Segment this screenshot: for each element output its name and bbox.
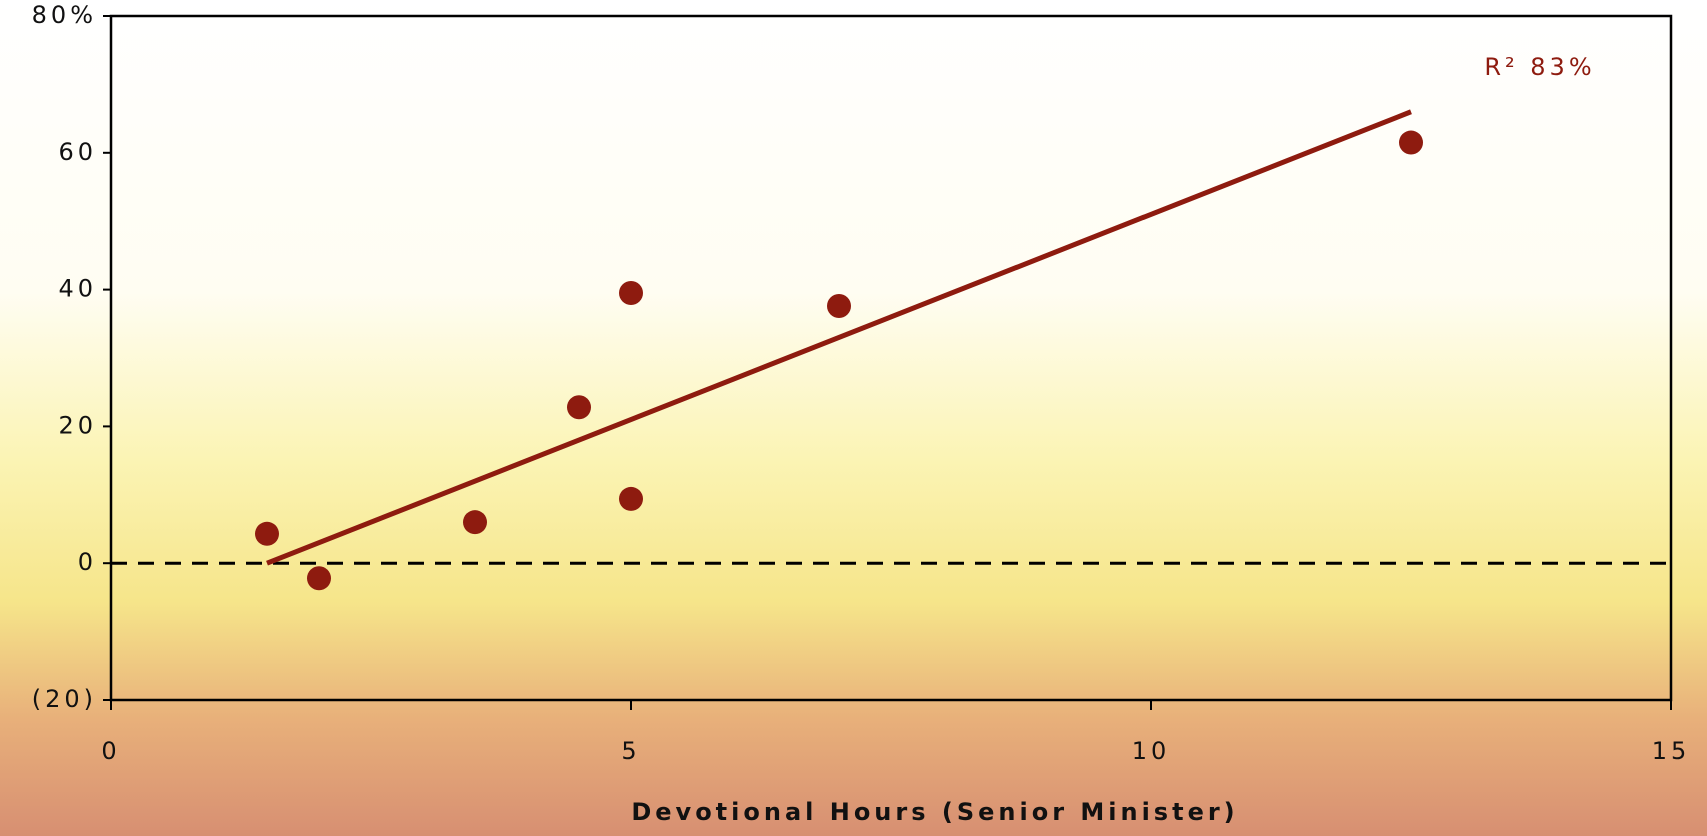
x-tick-label: 10 [1132,737,1171,765]
x-tick-label: 5 [621,737,640,765]
y-tick-label: 20 [58,411,97,439]
x-tick-label: 0 [101,737,120,765]
point [307,566,331,591]
y-tick-label: 80% [32,1,97,29]
plot-frame [109,14,1673,702]
trend-line [266,109,1412,566]
annotation: R² 83% [1484,53,1595,81]
point [619,486,643,511]
y-tick-label: 40 [58,275,97,303]
y-tick-label: 60 [58,138,97,166]
y-tick-label: (20) [32,685,97,713]
point [567,395,591,420]
point [255,521,279,546]
x-tick-label: 15 [1652,737,1691,765]
point [619,281,643,306]
x-axis-title: Devotional Hours (Senior Minister) [631,798,1238,826]
point [463,510,487,535]
point [1399,130,1423,155]
y-tick-label: 0 [78,548,97,576]
point [827,294,851,319]
